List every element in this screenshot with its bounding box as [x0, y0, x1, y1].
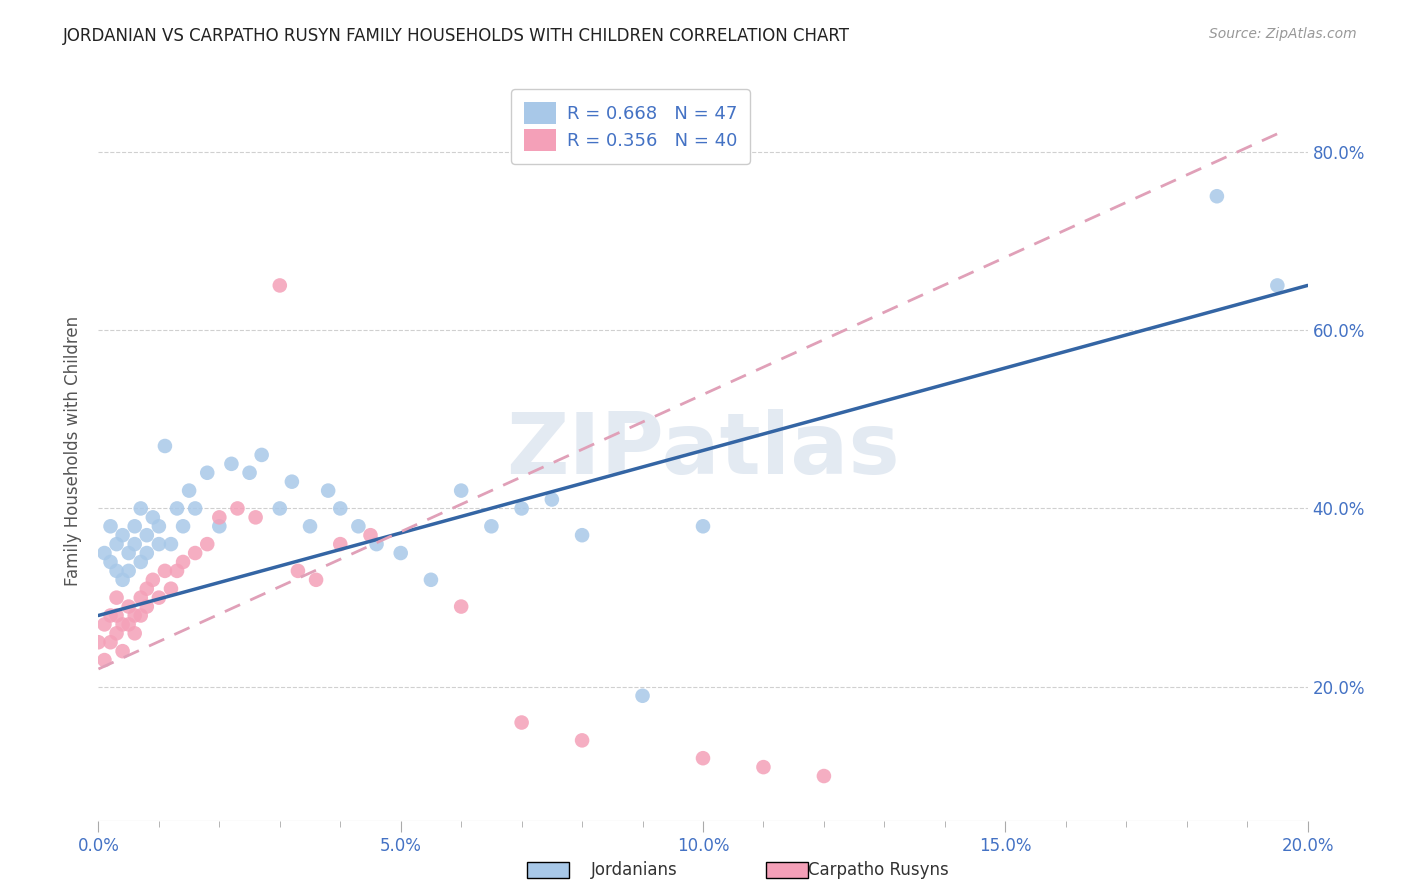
Point	[105, 537, 128, 551]
Point	[111, 644, 134, 658]
Point	[450, 599, 472, 614]
Point	[100, 519, 122, 533]
Point	[692, 751, 714, 765]
Y-axis label: Family Households with Children: Family Households with Children	[65, 316, 83, 585]
Point	[111, 528, 134, 542]
Point	[129, 501, 152, 516]
Point	[305, 573, 328, 587]
Point	[281, 475, 304, 489]
Point	[329, 537, 352, 551]
Point	[135, 546, 157, 560]
Point	[118, 564, 141, 578]
Point	[105, 591, 128, 605]
Point	[124, 608, 146, 623]
Point	[450, 483, 472, 498]
Text: ZIPatlas: ZIPatlas	[506, 409, 900, 492]
Text: Carpatho Rusyns: Carpatho Rusyns	[808, 861, 949, 879]
Point	[329, 501, 352, 516]
Point	[184, 501, 207, 516]
Point	[118, 546, 141, 560]
Point	[135, 582, 157, 596]
Point	[208, 519, 231, 533]
Point	[571, 733, 593, 747]
Point	[195, 537, 218, 551]
Point	[105, 608, 128, 623]
Point	[142, 573, 165, 587]
Point	[93, 546, 115, 560]
Point	[269, 278, 291, 293]
Point	[142, 510, 165, 524]
Point	[195, 466, 218, 480]
Point	[226, 501, 249, 516]
Point	[221, 457, 243, 471]
Point	[160, 582, 183, 596]
Point	[100, 635, 122, 649]
Point	[87, 635, 110, 649]
Point	[366, 537, 388, 551]
Point	[752, 760, 775, 774]
Point	[179, 483, 201, 498]
Point	[510, 715, 533, 730]
Point	[299, 519, 322, 533]
Point	[93, 617, 115, 632]
Point	[1206, 189, 1229, 203]
Point	[172, 555, 194, 569]
Point	[100, 608, 122, 623]
Point	[135, 599, 157, 614]
Point	[118, 617, 141, 632]
Point	[129, 591, 152, 605]
Point	[124, 626, 146, 640]
Legend: R = 0.668   N = 47, R = 0.356   N = 40: R = 0.668 N = 47, R = 0.356 N = 40	[510, 89, 749, 164]
Point	[124, 537, 146, 551]
Point	[153, 564, 176, 578]
Point	[360, 528, 382, 542]
Point	[100, 555, 122, 569]
Point	[287, 564, 309, 578]
Point	[631, 689, 654, 703]
Point	[148, 591, 170, 605]
Point	[420, 573, 443, 587]
Text: Jordanians: Jordanians	[591, 861, 678, 879]
Point	[153, 439, 176, 453]
Point	[184, 546, 207, 560]
Point	[269, 501, 291, 516]
Point	[389, 546, 412, 560]
Point	[93, 653, 115, 667]
Point	[148, 537, 170, 551]
Point	[111, 617, 134, 632]
Point	[239, 466, 262, 480]
Point	[105, 626, 128, 640]
Point	[160, 537, 183, 551]
Point	[347, 519, 370, 533]
Point	[135, 528, 157, 542]
Point	[692, 519, 714, 533]
Point	[510, 501, 533, 516]
Point	[166, 501, 188, 516]
Point	[148, 519, 170, 533]
Point	[166, 564, 188, 578]
Point	[208, 510, 231, 524]
Point	[481, 519, 503, 533]
Point	[124, 519, 146, 533]
Point	[813, 769, 835, 783]
Point	[111, 573, 134, 587]
Point	[1267, 278, 1289, 293]
Point	[118, 599, 141, 614]
Point	[316, 483, 339, 498]
Point	[245, 510, 267, 524]
Point	[571, 528, 593, 542]
Point	[129, 608, 152, 623]
Point	[129, 555, 152, 569]
Point	[540, 492, 562, 507]
Text: JORDANIAN VS CARPATHO RUSYN FAMILY HOUSEHOLDS WITH CHILDREN CORRELATION CHART: JORDANIAN VS CARPATHO RUSYN FAMILY HOUSE…	[63, 27, 851, 45]
Point	[105, 564, 128, 578]
Text: Source: ZipAtlas.com: Source: ZipAtlas.com	[1209, 27, 1357, 41]
Point	[172, 519, 194, 533]
Point	[250, 448, 273, 462]
